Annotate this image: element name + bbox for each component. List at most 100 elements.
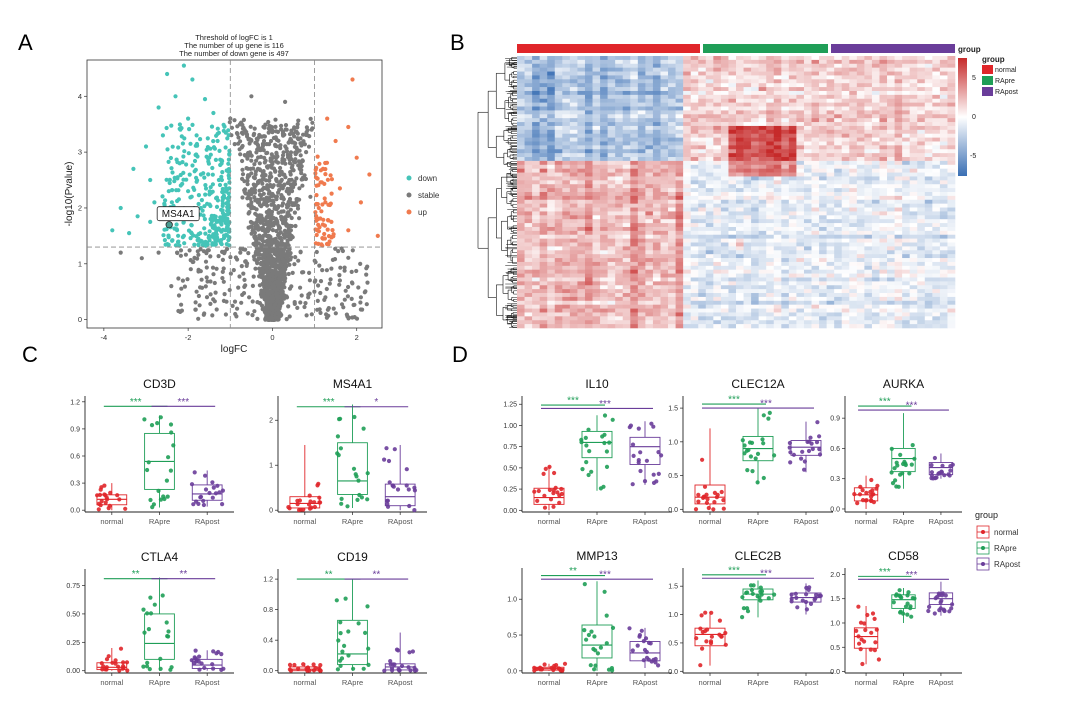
heatmap-cell: [683, 137, 691, 142]
heatmap-cell: [554, 90, 563, 96]
heatmap-cell: [826, 67, 835, 72]
volcano-point-down: [215, 218, 220, 223]
heatmap-cell: [736, 63, 744, 68]
heatmap-cell: [607, 195, 616, 201]
volcano-point-up: [322, 181, 327, 186]
volcano-point-stable: [358, 307, 363, 312]
volcano-point-stable: [242, 284, 247, 289]
heatmap-cell: [849, 90, 858, 96]
volcano-point-up: [323, 200, 328, 205]
heatmap-cell: [615, 75, 624, 80]
heatmap-cell: [947, 149, 956, 154]
heatmap-cell: [547, 63, 556, 68]
volcano-point-stable: [275, 220, 280, 225]
volcano-point-stable: [317, 263, 322, 268]
heatmap-cell: [630, 160, 639, 166]
heatmap-cell: [569, 118, 578, 123]
volcano-point-down: [215, 126, 220, 131]
heatmap-cell: [766, 67, 775, 72]
volcano-point-stable: [346, 284, 351, 290]
heatmap-cell: [675, 160, 684, 166]
heatmap-cell: [705, 133, 714, 138]
heatmap-cell: [698, 192, 707, 197]
volcano-point-stable: [297, 216, 302, 221]
volcano-point-stable: [247, 295, 252, 300]
heatmap-cell: [713, 59, 722, 65]
heatmap-cell: [547, 67, 556, 72]
heatmap-cell: [864, 71, 873, 76]
heatmap-cell: [773, 122, 782, 127]
heatmap-cell: [622, 188, 631, 193]
heatmap-cell: [668, 90, 676, 96]
heatmap-cell: [758, 94, 767, 100]
heatmap-cell: [675, 153, 684, 158]
volcano-point-down: [207, 155, 212, 160]
volcano-point-stable: [270, 294, 275, 300]
heatmap-cell: [728, 83, 737, 88]
volcano-point-up: [318, 180, 323, 185]
heatmap-cell: [584, 153, 593, 158]
heatmap-cell: [554, 180, 563, 185]
heatmap-cell: [758, 141, 767, 146]
heatmap-cell: [577, 125, 586, 131]
heatmap-cell: [720, 79, 729, 84]
heatmap-cell: [675, 102, 684, 107]
heatmap-cell: [796, 125, 805, 131]
heatmap-cell: [826, 63, 835, 68]
heatmap-cell: [584, 195, 593, 201]
heatmap-cell: [811, 106, 820, 111]
heatmap-cell: [524, 188, 533, 193]
heatmap-cell: [841, 56, 850, 61]
heatmap-cell: [909, 98, 918, 103]
heatmap-cell: [728, 122, 737, 127]
heatmap-cell: [841, 87, 850, 92]
heatmap-cell: [902, 102, 910, 107]
volcano-point-stable: [337, 273, 342, 278]
volcano-title-line-3: The number of down gene is 497: [179, 49, 289, 58]
heatmap-cell: [803, 164, 812, 169]
heatmap-cell: [788, 157, 797, 162]
heatmap-cell: [713, 110, 722, 115]
heatmap-cell: [577, 56, 586, 61]
heatmap-cell: [683, 141, 691, 146]
heatmap-cell: [683, 188, 691, 193]
heatmap-cell: [622, 184, 631, 189]
heatmap-cell: [864, 149, 873, 154]
heatmap-cell: [584, 164, 593, 169]
heatmap-cell: [751, 153, 759, 158]
heatmap-cell: [683, 157, 691, 162]
heatmap-cell: [554, 75, 563, 80]
heatmap-cell: [766, 160, 775, 166]
heatmap-cell: [736, 168, 744, 173]
heatmap-cell: [517, 114, 525, 119]
heatmap-cell: [887, 145, 895, 150]
heatmap-cell: [660, 160, 669, 166]
heatmap-cell: [803, 141, 812, 146]
heatmap-cell: [517, 172, 525, 177]
volcano-point-stable: [263, 218, 268, 223]
heatmap-cell: [864, 75, 873, 80]
heatmap-cell: [773, 110, 782, 115]
heatmap-cell: [713, 188, 722, 193]
legend-dot-up: [406, 209, 412, 215]
heatmap-cell: [902, 153, 910, 158]
heatmap-cell: [879, 160, 888, 166]
heatmap-cell: [841, 195, 850, 201]
heatmap-cell: [766, 79, 775, 84]
heatmap-cell: [766, 87, 775, 92]
heatmap-cell: [577, 102, 586, 107]
heatmap-cell: [645, 184, 654, 189]
volcano-point-stable: [349, 296, 354, 301]
volcano-x-tick-label: 2: [355, 333, 359, 342]
heatmap-cell: [811, 94, 820, 100]
volcano-point-stable: [198, 247, 203, 252]
heatmap-cell: [577, 164, 586, 169]
heatmap-cell: [615, 118, 624, 123]
heatmap-cell: [660, 71, 669, 76]
heatmap-cell: [879, 106, 888, 111]
heatmap-cell: [607, 94, 616, 100]
heatmap-cell: [932, 149, 941, 154]
heatmap-cell: [743, 118, 752, 123]
heatmap-cell: [600, 199, 608, 204]
heatmap-cell: [622, 98, 631, 103]
